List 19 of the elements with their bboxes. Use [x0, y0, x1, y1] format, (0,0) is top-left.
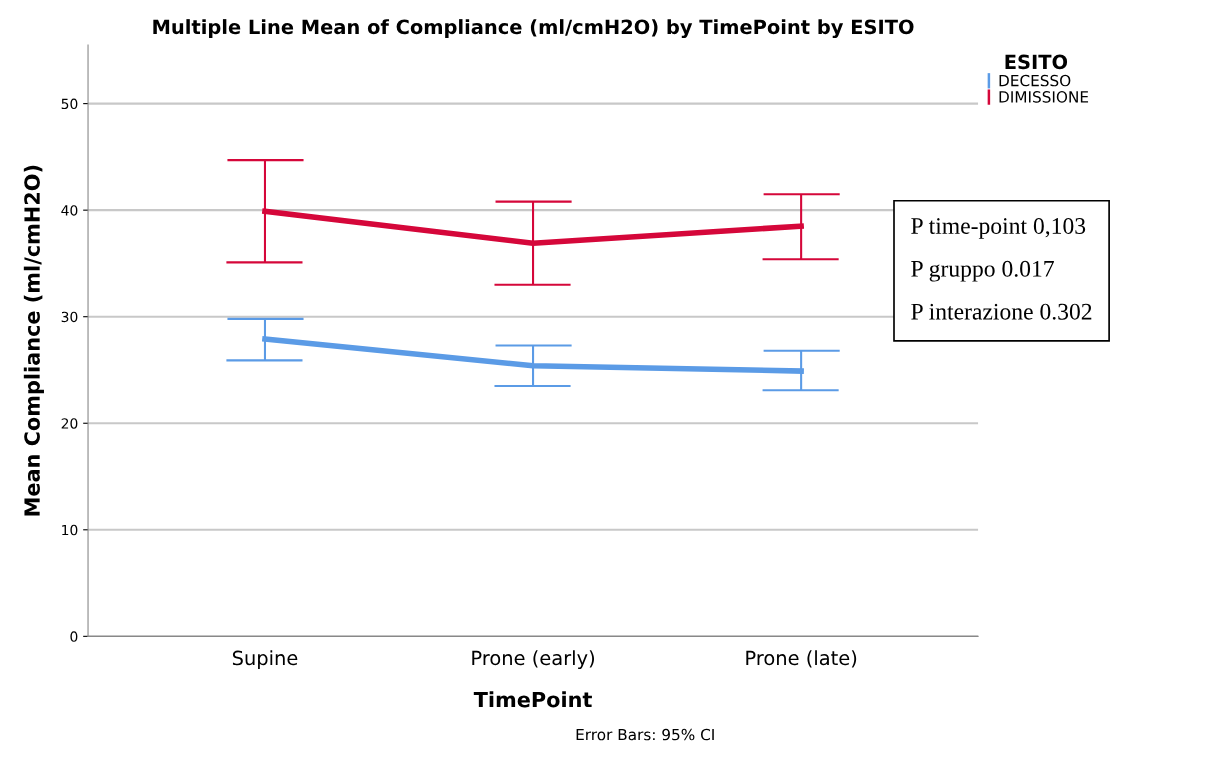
legend-title: ESITO	[1005, 54, 1068, 70]
annotation: P gruppo 0.017	[911, 260, 1054, 282]
annotation: P interazione 0.302	[911, 303, 1092, 320]
legend-label: DIMISSIONE	[999, 91, 1089, 103]
x-tick-label: Supine	[232, 650, 298, 670]
y-axis-title: Mean Compliance (ml/cmH2O)	[23, 165, 44, 516]
legend-label: DECESSO	[999, 74, 1071, 87]
x-axis-title: TimePoint	[473, 691, 592, 708]
y-tick-label: 50	[61, 98, 78, 110]
y-tick-label: 40	[61, 205, 78, 216]
x-tick-label: Prone (late)	[746, 650, 857, 668]
annotation: P time-point 0,103	[911, 217, 1086, 239]
text: Error Bars: 95% CI	[576, 728, 714, 741]
y-tick-label: 30	[61, 311, 78, 323]
y-tick-label: 0	[70, 631, 78, 642]
x-tick-label: Prone (early)	[472, 650, 595, 670]
y-tick-label: 10	[62, 524, 78, 536]
chart-title: Multiple Line Mean of Compliance (ml/cmH2O) by TimePoint by ESITO	[153, 19, 914, 39]
y-tick-label: 20	[61, 418, 78, 429]
